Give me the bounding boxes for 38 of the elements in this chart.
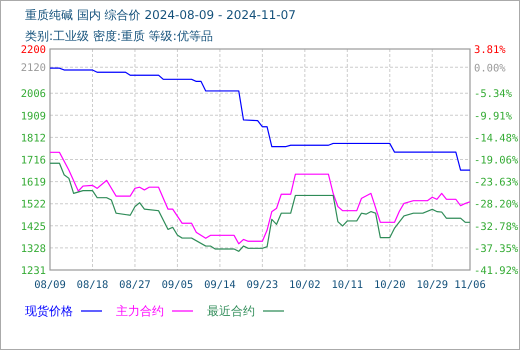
x-tick-label: 11/06 [454,279,486,291]
y2-tick-label: -23.63% [474,176,519,189]
y-tick-label: 1716 [20,154,46,166]
y2-tick-label: -28.20% [474,198,519,211]
y-tick-label: 2006 [20,88,46,100]
legend-label: 主力合约 [116,304,164,318]
y-tick-label: 2120 [20,62,46,74]
x-tick-label: 08/09 [34,279,66,291]
chart-title: 重质纯碱 国内 综合价 2024-08-09 - 2024-11-07 [25,8,296,22]
x-tick-label: 10/11 [332,279,364,291]
y-tick-label: 1425 [20,220,46,233]
y2-tick-label: 3.81% [474,44,506,56]
y2-tick-label: -41.92% [474,265,519,277]
y-tick-label: 1909 [20,110,46,122]
x-tick-label: 09/05 [162,279,194,291]
y2-tick-label: -9.91% [474,110,513,122]
legend-label: 现货价格 [25,304,73,318]
legend-label: 最近合约 [207,304,255,318]
y-tick-label: 1812 [20,132,46,144]
y-tick-label: 1619 [20,176,46,189]
y-tick-label: 1328 [20,242,46,255]
y2-tick-label: -5.34% [474,88,513,100]
x-tick-label: 10/29 [416,279,448,291]
y-tick-label: 2200 [20,44,46,56]
x-tick-label: 10/20 [374,279,406,291]
y-tick-label: 1522 [20,198,46,211]
y-tick-label: 1231 [20,265,46,277]
y2-tick-label: -32.78% [474,220,519,233]
chart-subtitle: 类别:工业级 密度:重质 等级:优等品 [25,29,213,43]
x-tick-label: 09/14 [204,279,236,291]
y2-tick-label: 0.00% [474,62,506,74]
x-tick-label: 08/18 [76,279,108,291]
y2-tick-label: -37.35% [474,242,519,255]
y2-tick-label: -19.06% [474,154,519,167]
y2-tick-label: -14.48% [474,132,519,144]
x-tick-label: 08/27 [119,279,151,291]
x-tick-label: 10/02 [289,279,321,291]
x-tick-label: 09/23 [246,279,278,291]
